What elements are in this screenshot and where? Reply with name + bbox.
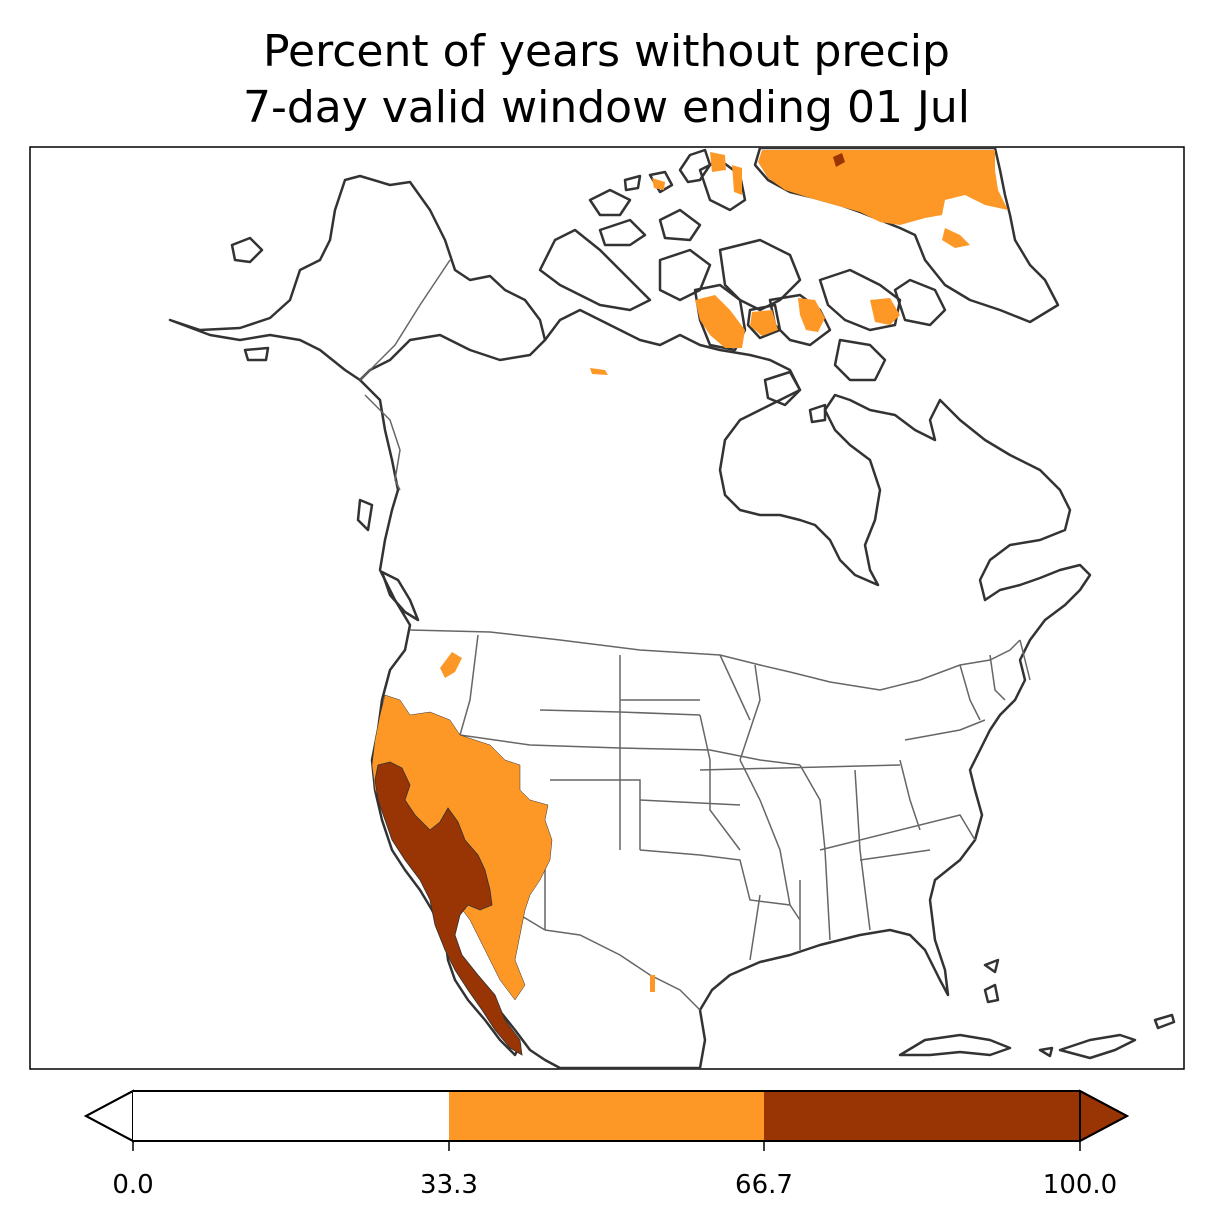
land-outlines xyxy=(168,146,1176,1070)
region-mid-arctic-5 xyxy=(590,368,608,375)
colorbar-tick-label-1: 33.3 xyxy=(420,1170,478,1200)
colorbar-bin-high xyxy=(764,1091,1080,1141)
colorbar-tick-label-2: 66.7 xyxy=(735,1170,793,1200)
colorbar-high-extend xyxy=(1079,1089,1130,1143)
region-high-california xyxy=(374,761,523,1056)
colorbar-low-extend xyxy=(83,1089,134,1143)
map-title-line1: Percent of years without precip xyxy=(263,26,950,77)
region-mid-arctic-7 xyxy=(732,165,742,195)
colorbar-bin-mid xyxy=(449,1091,764,1141)
region-mid-greenland-2 xyxy=(942,228,970,248)
region-mid-arctic-3 xyxy=(798,298,825,332)
region-mid-arctic-8 xyxy=(652,178,665,190)
alaska-coastline xyxy=(168,174,547,382)
colorbar-tick-label-3: 100.0 xyxy=(1042,1170,1118,1200)
colorbar xyxy=(83,1089,1130,1151)
region-mid-arctic-2 xyxy=(750,310,778,336)
colorbar-tick-label-0: 0.0 xyxy=(112,1170,154,1200)
region-mid-idaho xyxy=(440,652,462,678)
map-frame xyxy=(29,146,1185,1070)
region-mid-greenland xyxy=(758,150,1008,225)
region-mid-arctic-4 xyxy=(870,298,900,325)
map-title-line2: 7-day valid window ending 01 Jul xyxy=(242,82,971,133)
region-high-greenland-spot xyxy=(833,153,845,167)
region-mid-mexico-spot xyxy=(650,975,655,992)
shaded-regions xyxy=(371,150,1008,1056)
colorbar-bin-low xyxy=(133,1091,449,1141)
region-mid-arctic-6 xyxy=(710,152,726,172)
region-mid-arctic-1 xyxy=(695,295,745,348)
